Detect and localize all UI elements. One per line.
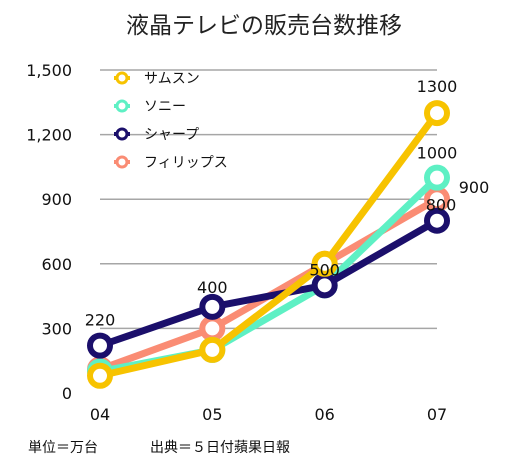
x-axis-ticks: 04 05 06 07 [90, 405, 447, 424]
y-tick-label: 300 [41, 319, 72, 338]
data-point [424, 164, 450, 191]
legend-label: ソニー [144, 99, 186, 115]
x-tick-label: 04 [90, 405, 110, 424]
series-line [96, 109, 441, 380]
legend-swatch-marker [115, 155, 129, 169]
legend-item: サムスン [114, 71, 200, 87]
y-tick-label: 600 [41, 255, 72, 274]
legend-item: ソニー [114, 99, 186, 115]
unit-note: 単位＝万台 [28, 440, 98, 456]
series-line [96, 217, 441, 350]
series-0 [87, 100, 450, 389]
legend-swatch-marker [115, 71, 129, 85]
chart-title: 液晶テレビの販売台数推移 [126, 13, 402, 39]
legend-swatch-marker [115, 127, 129, 141]
legend-label: フィリップス [144, 155, 228, 171]
y-axis-ticks: 0 300 600 900 1,200 1,500 [26, 61, 72, 403]
data-label: 800 [426, 196, 457, 215]
data-point [87, 362, 113, 389]
data-point [424, 100, 450, 127]
data-point [199, 336, 226, 363]
x-tick-label: 07 [427, 405, 447, 424]
series-lines [87, 100, 450, 389]
legend-swatch-marker [115, 99, 129, 113]
data-label: 220 [85, 311, 116, 330]
grid-lines [100, 69, 437, 330]
y-tick-label: 0 [62, 384, 72, 403]
data-point [199, 293, 226, 320]
data-point [311, 250, 338, 277]
y-tick-label: 1,500 [26, 61, 72, 80]
x-tick-label: 05 [202, 405, 222, 424]
data-label: 500 [309, 260, 340, 279]
data-point [424, 207, 450, 234]
legend-item: フィリップス [114, 155, 228, 171]
y-tick-label: 900 [41, 190, 72, 209]
x-tick-label: 06 [314, 405, 334, 424]
legend-item: シャープ [114, 127, 199, 143]
legend-label: サムスン [144, 71, 200, 87]
data-label: 1000 [417, 144, 458, 163]
legend-label: シャープ [144, 127, 199, 143]
data-label: 900 [459, 178, 490, 197]
data-label: 400 [197, 278, 228, 297]
data-label: 1300 [417, 77, 458, 96]
source-note: 出典＝５日付蘋果日報 [150, 440, 290, 456]
series-line [96, 174, 441, 375]
y-tick-label: 1,200 [26, 126, 72, 145]
series-2 [87, 207, 450, 359]
data-point [87, 332, 113, 359]
data-point [199, 315, 226, 342]
